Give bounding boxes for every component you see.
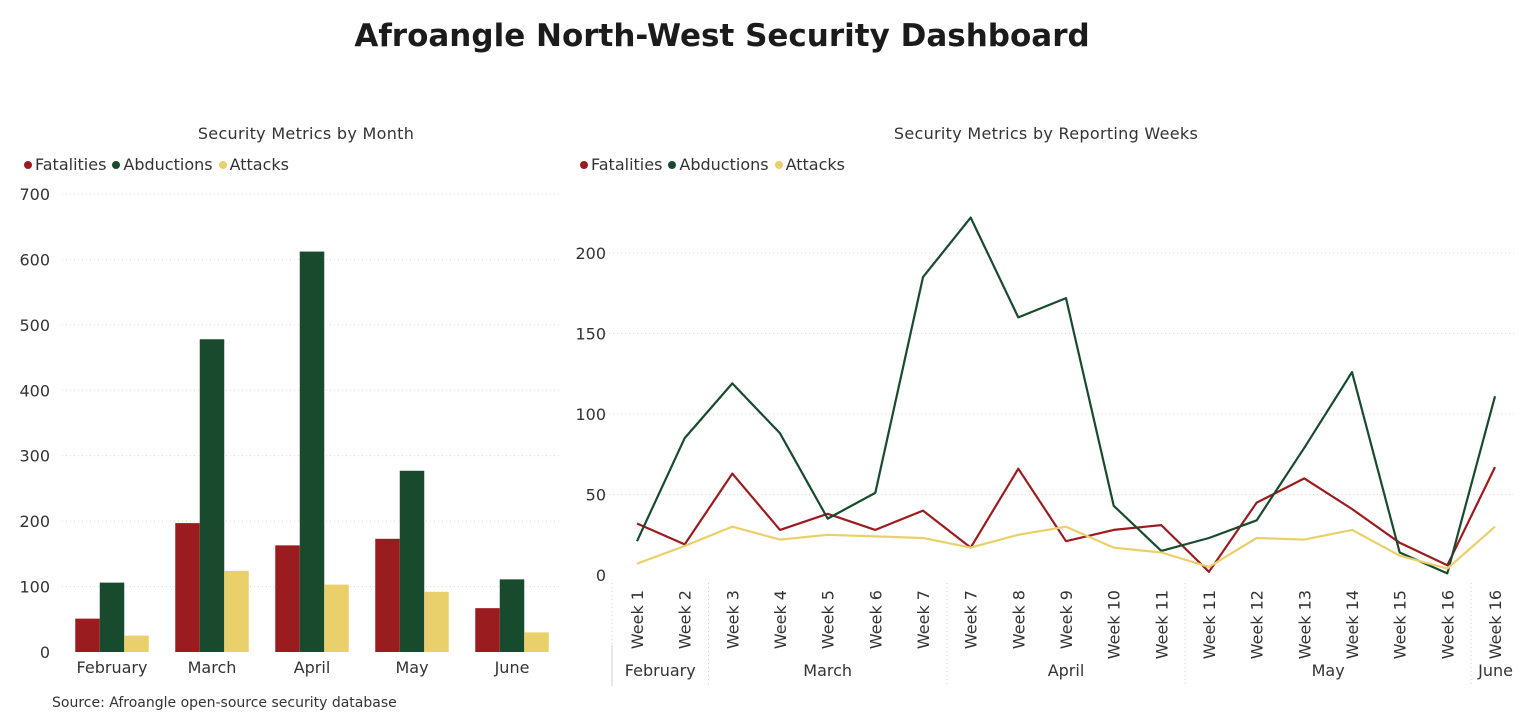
legend-label-attacks: Attacks (229, 155, 290, 174)
x-tick-label-week-4-3: Week 4 (771, 590, 790, 649)
y-tick-label-300: 300 (19, 447, 50, 466)
legend-label-abductions: Abductions (123, 155, 213, 174)
line-abductions (636, 216, 1497, 575)
legend-item-abductions-weekly[interactable]: Abductions (668, 155, 769, 174)
x-tick-label-march: March (188, 658, 237, 677)
y-tick-label-weekly-50: 50 (586, 486, 606, 505)
bar-abductions-may (399, 470, 425, 652)
month-chart-title: Security Metrics by Month (197, 124, 415, 143)
legend-item-attacks[interactable]: Attacks (218, 155, 290, 174)
weekly-chart-title: Security Metrics by Reporting Weeks (893, 124, 1199, 143)
y-tick-label-weekly-100: 100 (575, 405, 606, 424)
legend-label-attacks-weekly: Attacks (785, 155, 846, 174)
y-tick-label-200: 200 (19, 512, 50, 531)
bar-fatalities-april (275, 545, 300, 652)
group-label-march: March (803, 661, 852, 680)
x-tick-label-week-16-18: Week 16 (1486, 590, 1505, 659)
x-tick-label-week-5-4: Week 5 (819, 590, 838, 649)
legend-dot-attacks (218, 160, 227, 169)
x-tick-label-week-11-12: Week 11 (1200, 590, 1219, 659)
group-label-may: May (1312, 661, 1345, 680)
x-tick-label-week-10-10: Week 10 (1105, 590, 1124, 659)
source-note: Source: Afroangle open-source security d… (52, 695, 397, 711)
x-tick-label-week-3-2: Week 3 (723, 590, 742, 649)
month-chart-legend: Fatalities Abductions Attacks (24, 155, 295, 174)
bar-attacks-may (424, 591, 449, 652)
group-label-february: February (625, 661, 696, 680)
legend-item-fatalities[interactable]: Fatalities (24, 155, 106, 174)
bar-attacks-march (224, 570, 249, 652)
legend-dot-fatalities (24, 160, 32, 169)
bar-abductions-february (99, 582, 125, 652)
bar-abductions-march (199, 339, 225, 652)
x-tick-label-february: February (77, 658, 148, 677)
x-tick-label-april: April (294, 658, 331, 677)
y-tick-label-400: 400 (19, 381, 50, 400)
legend-dot-fatalities-weekly (580, 160, 588, 169)
legend-label-abductions-weekly: Abductions (679, 155, 769, 174)
bar-attacks-february (124, 635, 149, 652)
legend-label-fatalities-weekly: Fatalities (591, 155, 663, 174)
x-tick-label-week-1-0: Week 1 (628, 590, 647, 649)
y-tick-label-700: 700 (19, 185, 50, 204)
bar-attacks-june (524, 632, 549, 652)
group-label-june: June (1477, 661, 1513, 680)
legend-label-fatalities: Fatalities (35, 155, 107, 174)
dashboard-title: Afroangle North-West Security Dashboard (354, 18, 1090, 54)
y-tick-label-500: 500 (19, 316, 50, 335)
x-tick-label-week-13-14: Week 13 (1295, 590, 1314, 659)
line-attacks (636, 525, 1496, 570)
month-bar-chart: 0 100 200 300 400 500 600 700 February March April… (19, 185, 562, 677)
x-tick-label-week-14-15: Week 14 (1343, 590, 1362, 659)
x-tick-label-june: June (494, 658, 530, 677)
bar-abductions-april (299, 251, 325, 652)
bar-fatalities-march (175, 523, 200, 652)
x-tick-label-may: May (395, 658, 428, 677)
legend-dot-abductions-weekly (668, 160, 677, 169)
legend-dot-attacks-weekly (774, 160, 783, 169)
y-tick-label-weekly-0: 0 (596, 566, 606, 585)
x-tick-label-week-15-16: Week 15 (1391, 590, 1410, 659)
bar-abductions-june (499, 579, 525, 652)
y-tick-label-weekly-150: 150 (575, 325, 606, 344)
group-label-april: April (1048, 661, 1085, 680)
x-tick-label-week-9-9: Week 9 (1057, 590, 1076, 649)
x-tick-label-week-7-6: Week 7 (914, 590, 933, 649)
x-tick-label-week-16-17: Week 16 (1438, 590, 1457, 659)
y-tick-label-weekly-200: 200 (575, 244, 606, 263)
x-tick-label-week-11-11: Week 11 (1152, 590, 1171, 659)
y-tick-label-0: 0 (40, 643, 50, 662)
legend-dot-abductions (112, 160, 121, 169)
x-tick-label-week-12-13: Week 12 (1248, 590, 1267, 659)
bar-fatalities-may (375, 538, 400, 652)
x-tick-label-week-6-5: Week 6 (866, 590, 885, 649)
legend-item-fatalities-weekly[interactable]: Fatalities (580, 155, 662, 174)
weekly-line-chart: 0 50 100 150 200 Week 1 Week 2 Week 3 Week 4 Week… (575, 216, 1515, 686)
legend-item-abductions[interactable]: Abductions (112, 155, 213, 174)
weekly-chart-legend: Fatalities Abductions Attacks (580, 155, 851, 174)
x-tick-label-week-8-8: Week 8 (1009, 590, 1028, 649)
legend-item-attacks-weekly[interactable]: Attacks (774, 155, 846, 174)
bar-fatalities-february (75, 618, 100, 652)
x-tick-label-week-2-1: Week 2 (676, 590, 695, 649)
x-tick-label-week-7-7: Week 7 (962, 590, 981, 649)
y-tick-label-600: 600 (19, 250, 50, 269)
line-fatalities (636, 466, 1496, 573)
bar-attacks-april (324, 584, 349, 652)
bar-fatalities-june (475, 608, 500, 652)
y-tick-label-100: 100 (19, 578, 50, 597)
